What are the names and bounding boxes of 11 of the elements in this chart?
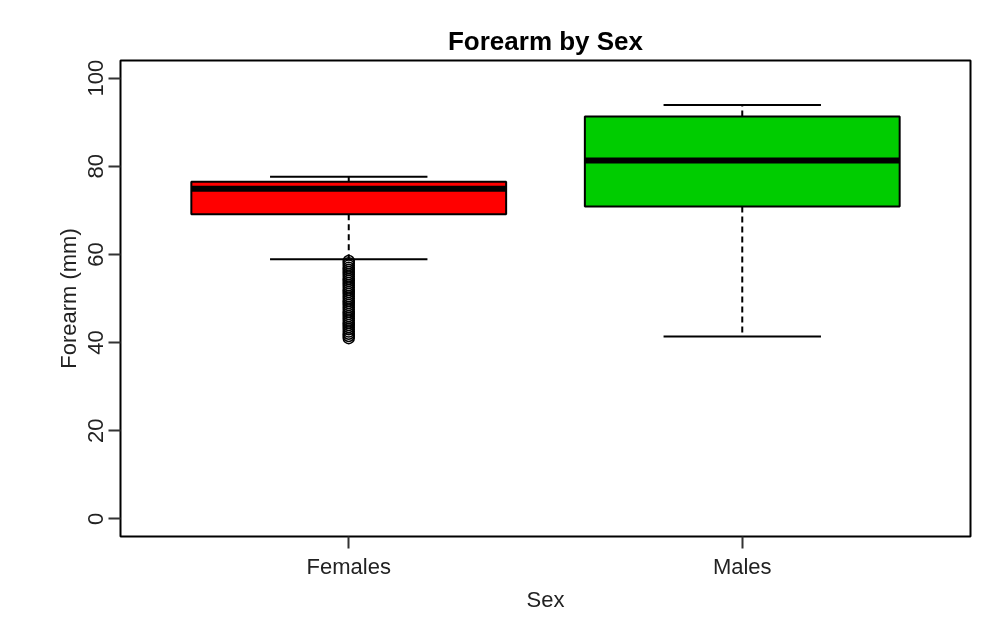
y-tick-label: 80 — [83, 154, 109, 179]
y-tick-label: 20 — [83, 418, 109, 443]
y-tick-label: 40 — [83, 330, 109, 355]
y-axis-title: Forearm (mm) — [55, 228, 81, 369]
x-tick-label: Males — [712, 553, 772, 579]
y-tick-label: 100 — [83, 59, 109, 97]
y-tick-label: 60 — [83, 242, 109, 267]
x-tick-label: Females — [306, 553, 391, 579]
y-tick-label: 0 — [83, 512, 109, 525]
chart-title: Forearm by Sex — [447, 25, 644, 56]
x-axis-title: Sex — [526, 586, 565, 612]
